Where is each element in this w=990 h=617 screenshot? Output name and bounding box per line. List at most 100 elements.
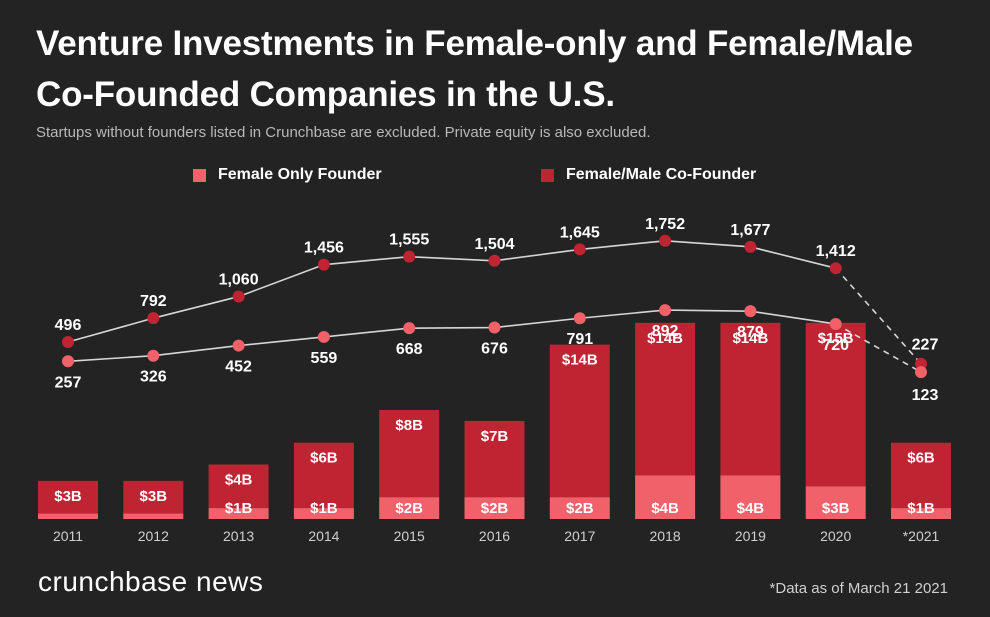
x-tick-label-2012: 2012 xyxy=(138,528,169,544)
point-female-only-2013 xyxy=(232,339,245,352)
bar-female-only-2019 xyxy=(720,475,781,519)
point-label-female-only-2016: 676 xyxy=(481,341,508,358)
line-co-founder xyxy=(67,239,836,343)
bar-co-founder-*2021 xyxy=(891,442,951,509)
bar-label-female-only-2014: $1B xyxy=(310,500,338,517)
point-label-female-only-*2021: 123 xyxy=(912,387,939,404)
point-label-co-founder-2011: 496 xyxy=(55,317,82,334)
point-label-co-founder-2012: 792 xyxy=(140,293,167,310)
bar-co-founder-2017 xyxy=(549,344,610,498)
point-co-founder-2020 xyxy=(829,262,842,275)
point-co-founder-2013 xyxy=(232,290,245,303)
bar-label-co-founder-*2021: $6B xyxy=(907,450,935,467)
x-tick-label-2017: 2017 xyxy=(564,528,595,544)
legend-label-co-founder: Female/Male Co-Founder xyxy=(566,166,757,183)
line-dashed-2021-female-only xyxy=(835,323,922,373)
bar-label-co-founder-2017: $14B xyxy=(562,352,598,369)
chart-title: Venture Investments in Female-only and F… xyxy=(36,24,913,114)
x-tick-label-2020: 2020 xyxy=(820,528,851,544)
x-tick-label-2015: 2015 xyxy=(394,528,425,544)
bar-female-only-2017 xyxy=(549,497,610,519)
bar-female-only-2011 xyxy=(38,513,98,519)
point-label-female-only-2020: 720 xyxy=(822,337,849,354)
point-label-female-only-2018: 892 xyxy=(652,323,679,340)
bar-label-co-founder-2018: $14B xyxy=(647,330,683,347)
bar-label-co-founder-2015: $8B xyxy=(395,417,423,434)
point-female-only-2019 xyxy=(744,305,757,318)
bar-label-co-founder-2012: $3B xyxy=(140,488,168,505)
bar-label-female-only-*2021: $1B xyxy=(907,500,935,517)
point-label-co-founder-2014: 1,456 xyxy=(304,240,344,257)
point-label-female-only-2014: 559 xyxy=(311,350,338,367)
point-label-co-founder-2020: 1,412 xyxy=(816,243,856,260)
bar-co-founder-2015 xyxy=(379,410,440,498)
bar-female-only-2018 xyxy=(635,475,696,519)
bar-label-female-only-2018: $4B xyxy=(651,500,679,517)
bar-label-female-only-2020: $3B xyxy=(822,500,850,517)
data-footnote: *Data as of March 21 2021 xyxy=(769,580,948,597)
point-label-co-founder-2018: 1,752 xyxy=(645,216,685,233)
x-tick-label-2016: 2016 xyxy=(479,528,510,544)
point-co-founder-2016 xyxy=(488,254,501,267)
bar-label-co-founder-2013: $4B xyxy=(225,472,253,489)
x-tick-label-2019: 2019 xyxy=(735,528,766,544)
bar-female-only-*2021 xyxy=(891,508,951,519)
line-female-only xyxy=(67,309,836,363)
bar-label-co-founder-2014: $6B xyxy=(310,450,338,467)
x-tick-label-*2021: *2021 xyxy=(903,528,940,544)
bar-co-founder-2011 xyxy=(38,480,98,514)
bar-label-co-founder-2019: $14B xyxy=(732,330,768,347)
bar-label-co-founder-2011: $3B xyxy=(54,488,82,505)
bar-co-founder-2013 xyxy=(208,464,269,509)
point-co-founder-2018 xyxy=(659,234,672,247)
legend-item-female-only: Female Only Founder xyxy=(193,165,382,185)
bar-female-only-2014 xyxy=(293,508,354,519)
bar-co-founder-2016 xyxy=(464,420,525,498)
crunchbase-news-logo: crunchbase news xyxy=(38,566,264,597)
bar-label-female-only-2019: $4B xyxy=(737,500,765,517)
bar-co-founder-2014 xyxy=(293,442,354,509)
point-label-co-founder-2019: 1,677 xyxy=(730,222,770,239)
bar-co-founder-2018 xyxy=(635,322,696,476)
bar-label-female-only-2016: $2B xyxy=(481,500,509,517)
bar-female-only-2020 xyxy=(805,486,866,519)
x-tick-label-2014: 2014 xyxy=(308,528,339,544)
point-female-only-*2021 xyxy=(915,366,927,379)
point-female-only-2017 xyxy=(573,312,586,325)
point-co-founder-2014 xyxy=(317,258,330,271)
bar-female-only-2013 xyxy=(208,508,269,519)
bar-co-founder-2012 xyxy=(123,480,184,514)
point-label-co-founder-*2021: 227 xyxy=(912,337,939,354)
bar-label-co-founder-2016: $7B xyxy=(481,428,509,445)
x-tick-label-2011: 2011 xyxy=(53,528,83,544)
point-label-female-only-2011: 257 xyxy=(55,374,82,391)
point-female-only-2015 xyxy=(403,322,416,335)
legend-item-co-founder: Female/Male Co-Founder xyxy=(541,165,756,185)
point-label-female-only-2019: 879 xyxy=(737,324,764,341)
point-female-only-2018 xyxy=(659,304,672,317)
bar-co-founder-2020 xyxy=(805,322,866,487)
point-label-female-only-2012: 326 xyxy=(140,369,167,386)
point-label-female-only-2017: 791 xyxy=(566,331,593,348)
bar-label-female-only-2017: $2B xyxy=(566,500,594,517)
legend-swatch-female-only xyxy=(193,168,206,182)
legend-label-female-only: Female Only Founder xyxy=(218,166,382,183)
x-tick-label-2018: 2018 xyxy=(650,528,681,544)
x-tick-label-2013: 2013 xyxy=(223,528,254,544)
chart-subtitle: Startups without founders listed in Crun… xyxy=(36,124,651,141)
point-female-only-2020 xyxy=(829,317,842,330)
legend-swatch-co-founder xyxy=(541,168,554,182)
bar-female-only-2016 xyxy=(464,497,525,519)
point-label-co-founder-2016: 1,504 xyxy=(474,236,514,253)
bar-female-only-2012 xyxy=(123,513,184,519)
point-co-founder-2017 xyxy=(573,243,586,256)
bar-label-female-only-2015: $2B xyxy=(395,500,423,517)
point-co-founder-2015 xyxy=(403,250,416,263)
point-co-founder-2011 xyxy=(62,336,74,349)
bar-label-co-founder-2020: $15B xyxy=(818,330,854,347)
point-female-only-2016 xyxy=(488,321,501,334)
point-co-founder-2012 xyxy=(147,312,160,325)
point-label-co-founder-2013: 1,060 xyxy=(219,272,259,289)
point-co-founder-2019 xyxy=(744,240,757,253)
